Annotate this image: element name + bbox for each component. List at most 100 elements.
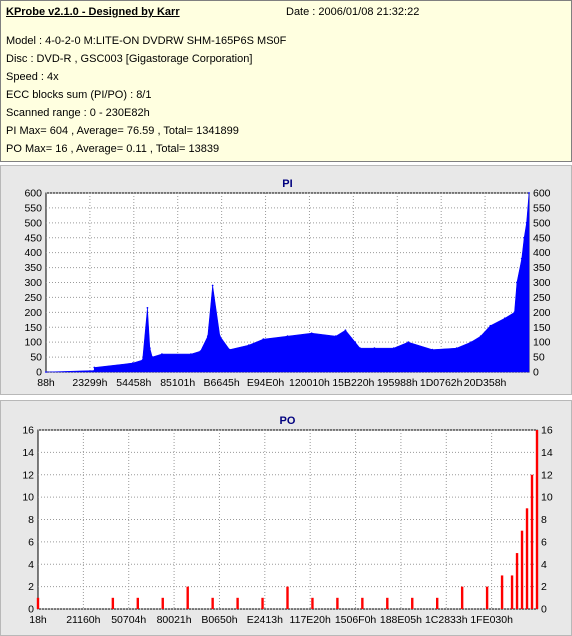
y-tick-label-right: 16 bbox=[541, 425, 553, 437]
y-tick-label-right: 150 bbox=[533, 322, 551, 334]
data-bar bbox=[515, 553, 519, 609]
data-point bbox=[431, 348, 434, 351]
data-point bbox=[45, 371, 47, 373]
y-tick-label-right: 250 bbox=[533, 292, 551, 304]
info-po-stats: PO Max= 16 , Average= 0.11 , Total= 1383… bbox=[6, 143, 220, 155]
y-tick-label-left: 16 bbox=[22, 425, 34, 437]
data-bar bbox=[436, 597, 439, 609]
data-point bbox=[146, 306, 149, 309]
data-bar bbox=[520, 530, 524, 609]
info-ecc: ECC blocks sum (PI/PO) : 8/1 bbox=[6, 89, 152, 101]
y-tick-label-left: 350 bbox=[24, 262, 42, 274]
data-point bbox=[161, 353, 163, 355]
info-model: Model : 4-0-2-0 M:LITE-ON DVDRW SHM-165P… bbox=[6, 35, 287, 47]
y-tick-label-left: 14 bbox=[22, 447, 34, 459]
data-bar bbox=[136, 597, 139, 609]
y-tick-label-right: 14 bbox=[541, 447, 553, 459]
x-tick-label: 85101h bbox=[160, 377, 195, 389]
po-chart-panel: 0 0 2 2 4 4 6 6 8 8 10 10 12 12 14 14 16 16 18h 21160h 50704… bbox=[0, 400, 572, 636]
y-tick-label-right: 500 bbox=[533, 217, 551, 229]
data-point bbox=[354, 341, 357, 344]
data-bar bbox=[460, 586, 464, 609]
data-point bbox=[359, 347, 361, 350]
data-point bbox=[520, 257, 523, 260]
data-bar bbox=[286, 586, 289, 609]
data-point bbox=[141, 359, 144, 361]
data-point bbox=[516, 281, 518, 284]
data-bar bbox=[510, 575, 514, 609]
x-tick-label: 1C2833h bbox=[425, 614, 468, 626]
data-point bbox=[262, 338, 265, 341]
x-tick-label: 50704h bbox=[111, 614, 146, 626]
app-title: KProbe v2.1.0 - Designed by Karr bbox=[6, 6, 180, 18]
x-tick-label: E94E0h bbox=[247, 377, 285, 389]
info-pi-stats: PI Max= 604 , Average= 76.59 , Total= 13… bbox=[6, 125, 239, 137]
y-tick-label-right: 600 bbox=[533, 188, 551, 200]
data-point bbox=[528, 192, 530, 194]
y-tick-label-right: 2 bbox=[541, 581, 547, 593]
data-point bbox=[190, 353, 192, 355]
x-tick-label: 1FE030h bbox=[470, 614, 513, 626]
x-tick-label: 80021h bbox=[157, 614, 192, 626]
y-tick-label-right: 4 bbox=[541, 559, 547, 571]
x-tick-label: 195988h bbox=[377, 377, 418, 389]
y-tick-label-left: 200 bbox=[24, 307, 42, 319]
chart-title: PI bbox=[282, 178, 292, 190]
data-point bbox=[93, 369, 96, 372]
x-tick-label: 15B220h bbox=[332, 377, 374, 389]
x-tick-label: 88h bbox=[37, 377, 55, 389]
data-point bbox=[373, 347, 376, 350]
data-bar bbox=[111, 597, 115, 609]
y-tick-label-right: 100 bbox=[533, 337, 551, 349]
info-range: Scanned range : 0 - 230E82h bbox=[6, 107, 150, 119]
y-tick-label-right: 50 bbox=[533, 352, 545, 364]
y-tick-label-right: 0 bbox=[541, 604, 547, 616]
y-tick-label-left: 150 bbox=[24, 322, 42, 334]
y-tick-label-left: 100 bbox=[24, 337, 42, 349]
data-bar bbox=[211, 597, 214, 609]
y-tick-label-right: 450 bbox=[533, 232, 551, 244]
data-point bbox=[211, 284, 214, 287]
x-tick-label: E2413h bbox=[247, 614, 283, 626]
data-point bbox=[503, 317, 506, 320]
pi-chart-panel: 0 0 50 50 100 100 150 150 200 200 250 250 300 300 350 3… bbox=[0, 165, 572, 395]
x-tick-label: 120010h bbox=[289, 377, 330, 389]
x-tick-label: 18h bbox=[29, 614, 47, 626]
data-point bbox=[206, 335, 209, 338]
x-tick-label: 23299h bbox=[72, 377, 107, 389]
y-tick-label-right: 8 bbox=[541, 514, 547, 526]
data-bar bbox=[261, 597, 264, 609]
y-tick-label-left: 450 bbox=[24, 232, 42, 244]
data-bar bbox=[535, 430, 539, 609]
y-tick-label-left: 4 bbox=[28, 559, 34, 571]
x-tick-label: 117E20h bbox=[290, 614, 331, 626]
y-tick-label-left: 250 bbox=[24, 292, 42, 304]
x-tick-label: 1D0762h bbox=[420, 377, 463, 389]
data-bar bbox=[361, 597, 364, 609]
x-tick-label: B6645h bbox=[204, 377, 240, 389]
data-bar bbox=[530, 474, 534, 609]
y-tick-label-left: 50 bbox=[30, 352, 42, 364]
info-disc: Disc : DVD-R , GSC003 [Gigastorage Corpo… bbox=[6, 53, 253, 65]
data-point bbox=[148, 347, 151, 350]
x-tick-label: 54458h bbox=[116, 377, 151, 389]
data-point bbox=[407, 341, 410, 344]
y-tick-label-left: 300 bbox=[24, 277, 42, 289]
x-tick-label: 188E05h bbox=[380, 614, 422, 626]
y-tick-label-left: 0 bbox=[36, 367, 42, 379]
data-point bbox=[218, 335, 221, 338]
data-point bbox=[344, 329, 347, 332]
po-chart: 0 0 2 2 4 4 6 6 8 8 10 10 12 12 14 14 16 16 18h 21160h 50704… bbox=[22, 415, 553, 626]
y-tick-label-left: 400 bbox=[24, 247, 42, 259]
y-tick-label-right: 0 bbox=[533, 367, 539, 379]
data-bar bbox=[336, 597, 339, 609]
data-bar bbox=[161, 597, 164, 609]
data-point bbox=[489, 324, 492, 327]
data-bar bbox=[311, 597, 314, 609]
pi-chart: 0 0 50 50 100 100 150 150 200 200 250 250 300 300 350 3… bbox=[24, 178, 551, 389]
y-tick-label-right: 550 bbox=[533, 202, 551, 214]
y-tick-label-left: 10 bbox=[22, 492, 34, 504]
info-panel: KProbe v2.1.0 - Designed by Karr Date : … bbox=[0, 0, 572, 162]
data-point bbox=[513, 311, 516, 314]
y-tick-label-right: 12 bbox=[541, 469, 553, 481]
